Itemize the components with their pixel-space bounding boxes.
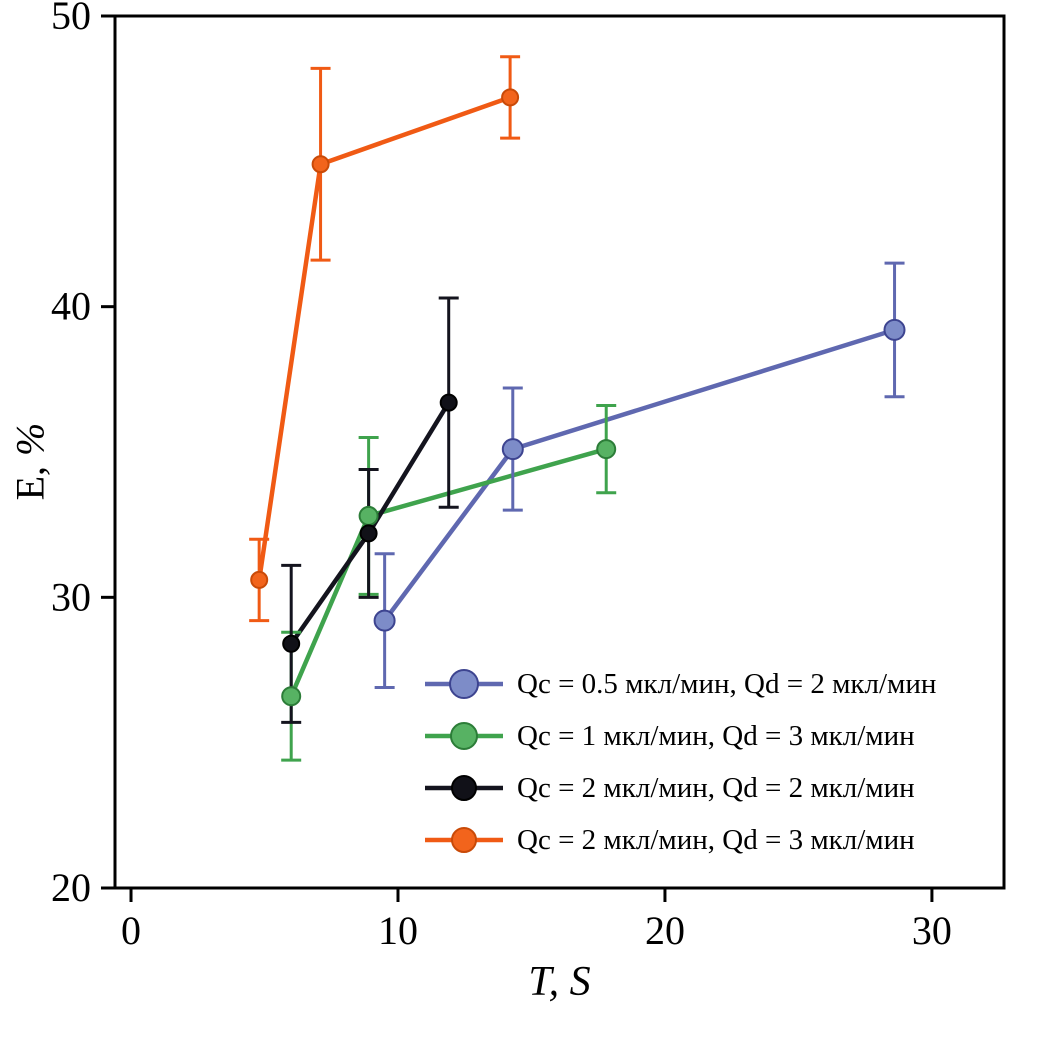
data-point-marker <box>358 505 379 526</box>
data-point-marker <box>281 686 302 707</box>
data-point-marker <box>250 570 269 589</box>
data-point-marker <box>373 609 396 632</box>
data-point-marker <box>501 88 520 107</box>
y-axis-label: E, % <box>7 362 54 562</box>
legend-series-marker-icon <box>425 722 503 750</box>
y-axis-tick-label: 20 <box>51 865 91 910</box>
data-point-marker <box>596 439 617 460</box>
data-point-marker <box>501 438 524 461</box>
legend-series-marker-icon <box>425 775 503 801</box>
legend-item: Qc = 0.5 мкл/мин, Qd = 2 мкл/мин <box>424 658 936 710</box>
legend-item: Qc = 2 мкл/мин, Qd = 2 мкл/мин <box>424 762 936 814</box>
y-axis-tick-label: 40 <box>51 284 91 329</box>
data-point-marker <box>282 634 301 653</box>
data-point-marker <box>359 524 378 543</box>
y-axis-label-letter: E, <box>7 455 53 501</box>
x-axis-tick-label: 0 <box>121 908 141 953</box>
data-point-marker <box>439 393 458 412</box>
legend-item-label: Qc = 0.5 мкл/мин, Qd = 2 мкл/мин <box>517 667 937 700</box>
legend: Qc = 0.5 мкл/мин, Qd = 2 мкл/мин Qc = 1 … <box>424 658 936 866</box>
legend-item: Qc = 2 мкл/мин, Qd = 3 мкл/мин <box>424 814 936 866</box>
data-point-marker <box>883 318 906 341</box>
y-axis-label-unit: % <box>7 422 53 456</box>
legend-item-label: Qc = 2 мкл/мин, Qd = 2 мкл/мин <box>517 771 915 804</box>
legend-series-marker-icon <box>425 669 503 699</box>
plot-frame <box>113 14 1006 890</box>
x-axis-tick-label: 30 <box>912 908 952 953</box>
y-axis-tick-label: 50 <box>51 0 91 38</box>
x-axis-label: T, S <box>528 959 591 1005</box>
x-axis-tick-label: 10 <box>378 908 418 953</box>
y-axis-tick-label: 30 <box>51 574 91 619</box>
series-line <box>382 327 897 623</box>
x-axis-tick-label: 20 <box>645 908 685 953</box>
legend-item-label: Qc = 1 мкл/мин, Qd = 3 мкл/мин <box>517 719 915 752</box>
data-point-marker <box>311 155 330 174</box>
legend-series-marker-icon <box>425 827 503 853</box>
legend-item-label: Qc = 2 мкл/мин, Qd = 3 мкл/мин <box>517 823 915 856</box>
legend-item: Qc = 1 мкл/мин, Qd = 3 мкл/мин <box>424 710 936 762</box>
